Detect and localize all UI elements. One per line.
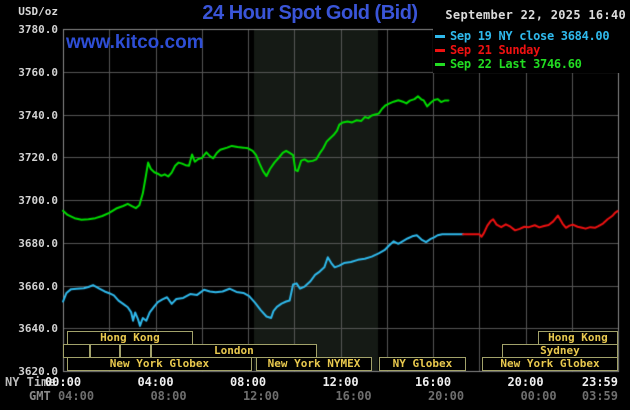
x-axis-label-gmt: 08:00 — [150, 389, 187, 403]
session-box-new-york-globex: New York Globex — [482, 357, 618, 371]
x-axis-label-gmt: 12:00 — [242, 389, 280, 403]
legend-swatch — [435, 48, 445, 52]
y-axis-label: 3780.0 — [18, 23, 58, 36]
legend-item: Sep 19 NY close 3684.00 — [435, 29, 629, 43]
session-box — [119, 344, 151, 358]
legend-label: Sep 22 Last 3746.60 — [450, 57, 582, 71]
x-axis-label-ny: 08:00 — [229, 375, 267, 389]
session-box-new-york-globex: New York Globex — [66, 357, 252, 371]
session-box — [89, 344, 120, 358]
y-axis-label: 3620.0 — [18, 365, 58, 378]
session-box-hong-kong: Hong Kong — [537, 331, 618, 345]
kitco-watermark: www.kitco.com — [66, 32, 204, 53]
x-axis-label-gmt: 20:00 — [427, 389, 465, 403]
timestamp: September 22, 2025 16:40 — [445, 8, 626, 22]
y-axis-label: 3760.0 — [18, 65, 58, 79]
x-axis-label-ny: 20:00 — [507, 375, 544, 389]
x-axis-label-gmt: 04:00 — [57, 389, 95, 403]
y-axis-label: 3680.0 — [18, 236, 58, 250]
legend-swatch — [435, 34, 445, 38]
session-box-new-york-nymex: New York NYMEX — [256, 357, 372, 371]
legend: Sep 19 NY close 3684.00 Sep 21 Sunday Sep … — [433, 27, 629, 73]
legend-label: Sep 19 NY close 3684.00 — [450, 29, 610, 43]
legend-item: Sep 22 Last 3746.60 — [435, 57, 629, 71]
x-axis-row-label-ny: NY Time — [5, 375, 56, 389]
x-axis-label-gmt: 16:00 — [335, 389, 372, 403]
x-axis-label-ny: 04:00 — [137, 375, 174, 389]
session-box-sydney: Sydney — [501, 344, 618, 358]
y-axis-unit: USD/oz — [18, 5, 58, 18]
legend-item: Sep 21 Sunday — [435, 43, 629, 57]
y-axis-label: 3660.0 — [18, 279, 58, 293]
x-axis-label-ny: 12:00 — [322, 375, 359, 389]
page-title: 24 Hour Spot Gold (Bid) — [202, 2, 418, 24]
x-axis-label-ny: 00:00 — [44, 375, 82, 389]
session-box-london: London — [150, 344, 317, 358]
x-axis-row-label-gmt: GMT — [29, 389, 51, 403]
y-axis-label: 3640.0 — [18, 322, 58, 336]
session-box — [63, 344, 90, 358]
y-axis-label: 3720.0 — [18, 151, 58, 165]
x-axis-label-ny: 16:00 — [414, 375, 452, 389]
session-box-ny-globex: NY Globex — [378, 357, 467, 371]
y-axis-label: 3700.0 — [18, 194, 58, 207]
x-axis-label-gmt: 00:00 — [520, 389, 557, 403]
y-axis-label: 3740.0 — [18, 108, 58, 122]
x-axis-label-gmt: 03:59 — [581, 389, 618, 403]
x-axis-label-ny: 23:59 — [581, 375, 618, 389]
legend-label: Sep 21 Sunday — [450, 43, 541, 57]
legend-swatch — [435, 62, 445, 66]
session-box-hong-kong: Hong Kong — [66, 331, 193, 345]
